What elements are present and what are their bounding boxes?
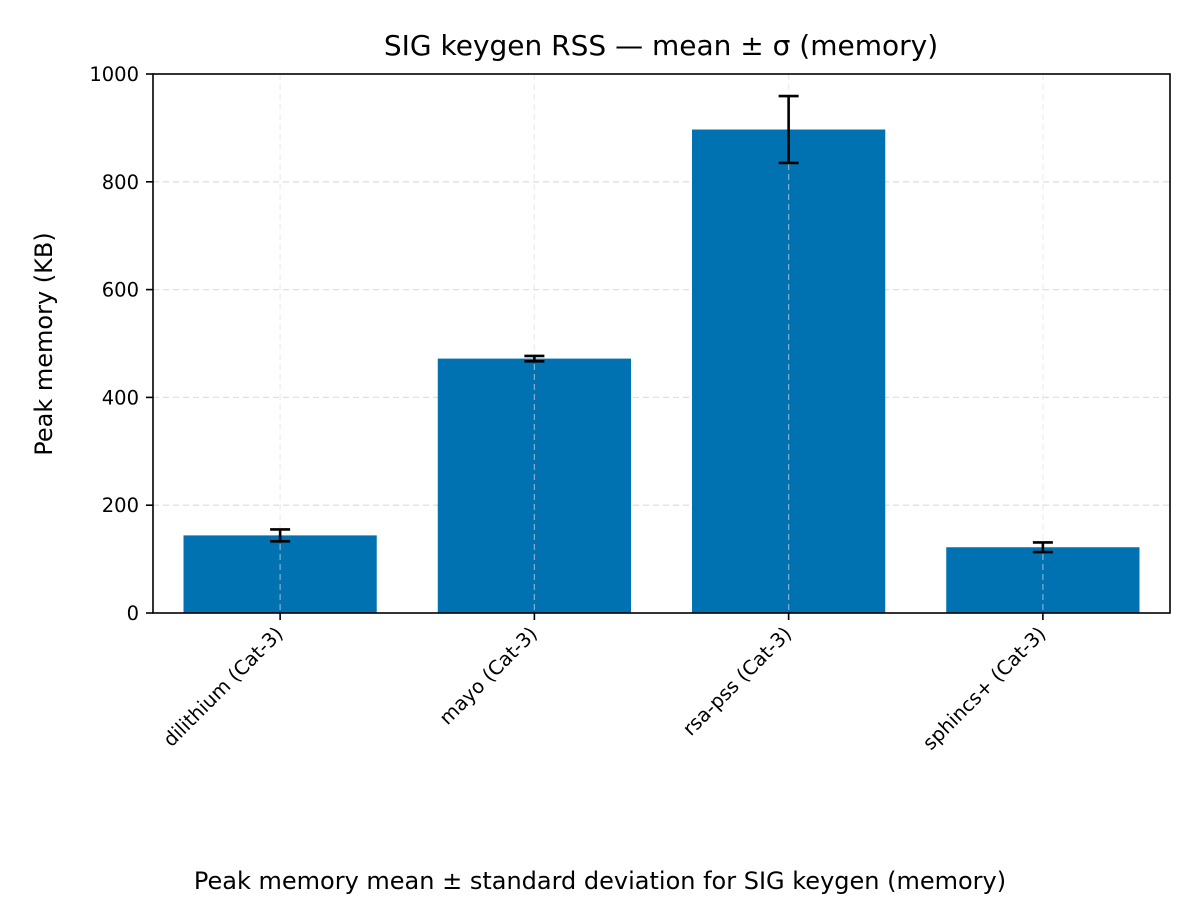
- chart-title: SIG keygen RSS — mean ± σ (memory): [384, 29, 938, 62]
- vgrid-layer: [279, 74, 1044, 613]
- x-tick-label: mayo (Cat-3): [435, 622, 542, 729]
- grid-layer: [153, 181, 1170, 506]
- y-tick-label: 1000: [89, 63, 139, 86]
- x-tick-label: sphincs+ (Cat-3): [918, 622, 1050, 754]
- chart-caption: Peak memory mean ± standard deviation fo…: [194, 867, 1006, 895]
- y-tick-label: 800: [102, 171, 139, 194]
- y-tick-label: 200: [102, 494, 139, 517]
- y-axis-label: Peak memory (KB): [30, 232, 58, 455]
- bar: [692, 129, 886, 613]
- bar-layer: [183, 129, 1140, 613]
- y-tick-label: 600: [102, 279, 139, 302]
- y-tick-label: 400: [102, 386, 139, 409]
- plot-frame: [152, 73, 1171, 614]
- y-tick-label: 0: [127, 602, 139, 625]
- x-tick-label: dilithium (Cat-3): [159, 622, 288, 751]
- error-layer: [270, 94, 1053, 554]
- x-tick-label: rsa-pss (Cat-3): [678, 622, 796, 740]
